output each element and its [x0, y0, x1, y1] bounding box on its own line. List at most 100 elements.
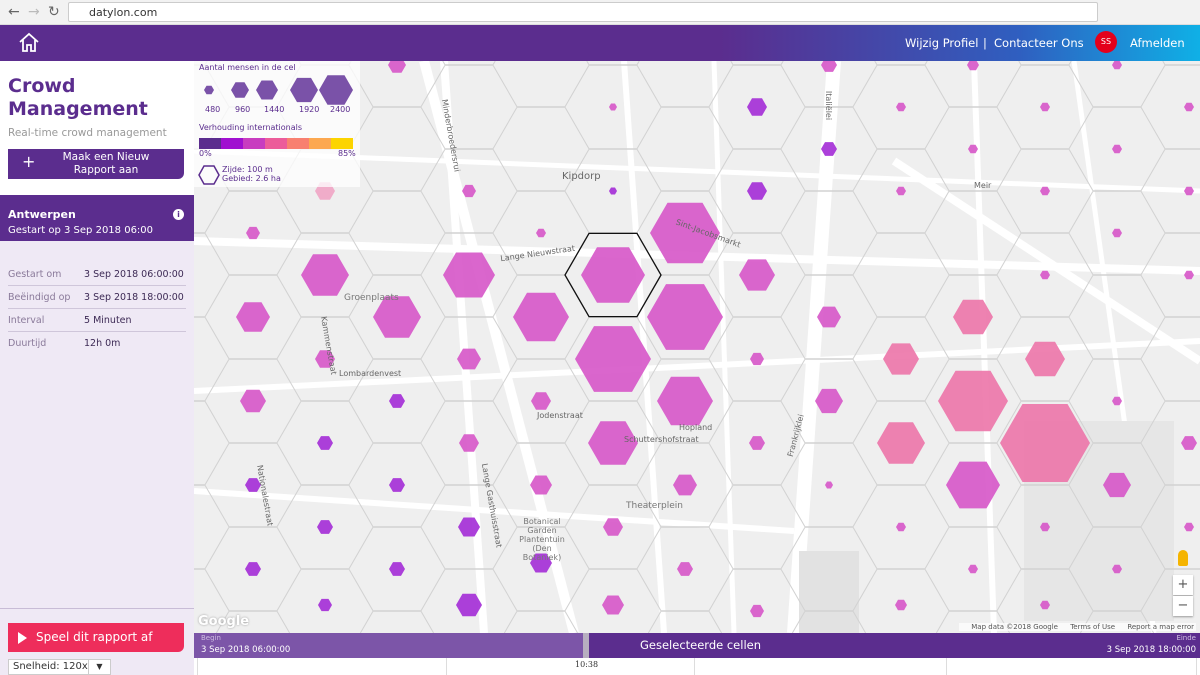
zoom-in-button[interactable]: + [1173, 575, 1193, 595]
timeline-remaining[interactable]: Geselecteerde cellen Einde 3 Sep 2018 18… [589, 633, 1200, 658]
hex-grid-layer[interactable] [194, 61, 1200, 633]
new-report-button[interactable]: + Maak een Nieuw Rapport aan [8, 149, 184, 179]
crowd-cell[interactable] [443, 252, 495, 298]
timeline-handle[interactable] [583, 633, 589, 658]
crowd-cell[interactable] [1112, 396, 1122, 406]
crowd-cell[interactable] [895, 599, 907, 611]
crowd-cell[interactable] [459, 434, 479, 452]
crowd-cell[interactable] [1184, 522, 1194, 532]
street-view-pegman-icon[interactable] [1178, 550, 1188, 566]
chevron-down-icon[interactable]: ▼ [88, 660, 110, 674]
crowd-cell[interactable] [609, 103, 617, 111]
back-icon[interactable]: ← [8, 4, 20, 20]
crowd-cell[interactable] [245, 562, 261, 576]
crowd-cell[interactable] [245, 478, 261, 492]
crowd-cell[interactable] [747, 182, 767, 200]
crowd-cell[interactable] [536, 228, 546, 238]
crowd-cell[interactable] [1000, 404, 1090, 482]
crowd-cell[interactable] [462, 184, 476, 198]
crowd-cell[interactable] [968, 144, 978, 154]
crowd-cell[interactable] [609, 187, 617, 195]
crowd-cell[interactable] [750, 604, 764, 618]
home-icon[interactable] [18, 31, 40, 53]
crowd-cell[interactable] [821, 142, 837, 156]
crowd-cell[interactable] [1040, 522, 1050, 532]
crowd-cell[interactable] [1040, 186, 1050, 196]
crowd-cell[interactable] [318, 598, 332, 612]
crowd-cell[interactable] [1184, 102, 1194, 112]
speed-select[interactable]: Snelheid: 120x ▼ [8, 659, 111, 675]
crowd-cell[interactable] [657, 376, 713, 426]
crowd-cell[interactable] [967, 61, 979, 71]
timeline-bar[interactable]: Begin 3 Sep 2018 06:00:00 Geselecteerde … [194, 633, 1200, 658]
info-icon[interactable]: i [173, 209, 184, 220]
crowd-cell[interactable] [747, 98, 767, 116]
crowd-cell[interactable] [896, 102, 906, 112]
crowd-cell[interactable] [883, 343, 919, 375]
crowd-cell[interactable] [749, 436, 765, 450]
crowd-cell[interactable] [1103, 472, 1131, 498]
timeline-elapsed[interactable]: Begin 3 Sep 2018 06:00:00 [194, 633, 583, 658]
crowd-cell[interactable] [388, 61, 406, 73]
crowd-cell[interactable] [530, 553, 552, 573]
crowd-cell[interactable] [457, 348, 481, 370]
crowd-cell[interactable] [240, 389, 266, 413]
crowd-cell[interactable] [389, 562, 405, 576]
crowd-cell[interactable] [896, 186, 906, 196]
terms-link[interactable]: Terms of Use [1070, 623, 1116, 631]
crowd-cell[interactable] [650, 202, 720, 264]
crowd-cell[interactable] [1112, 564, 1122, 574]
crowd-cell[interactable] [953, 299, 993, 335]
crowd-cell[interactable] [1040, 270, 1050, 280]
crowd-cell[interactable] [739, 259, 775, 291]
reload-icon[interactable]: ↻ [48, 4, 60, 20]
crowd-cell[interactable] [1040, 600, 1050, 610]
crowd-cell[interactable] [236, 302, 270, 332]
forward-icon[interactable]: → [28, 4, 40, 20]
crowd-cell[interactable] [1112, 61, 1122, 70]
crowd-cell[interactable] [315, 350, 335, 368]
zoom-out-button[interactable]: − [1173, 596, 1193, 616]
crowd-cell[interactable] [458, 517, 480, 537]
crowd-cell[interactable] [877, 422, 925, 464]
crowd-cell[interactable] [530, 475, 552, 495]
selected-cell-outline[interactable] [564, 232, 662, 318]
crowd-cell[interactable] [575, 326, 651, 392]
crowd-cell[interactable] [938, 370, 1008, 432]
crowd-cell[interactable] [1112, 228, 1122, 238]
crowd-cell[interactable] [946, 461, 1000, 509]
crowd-cell[interactable] [1040, 102, 1050, 112]
crowd-cell[interactable] [1184, 270, 1194, 280]
contact-link[interactable]: Contacteer Ons [994, 36, 1084, 50]
map[interactable]: Kipdorp Lange Nieuwstraat Sint-Jacobsmar… [194, 61, 1200, 633]
crowd-cell[interactable] [821, 61, 837, 72]
crowd-cell[interactable] [896, 522, 906, 532]
crowd-cell[interactable] [825, 481, 833, 489]
crowd-cell[interactable] [246, 226, 260, 240]
crowd-cell[interactable] [389, 394, 405, 408]
crowd-cell[interactable] [456, 593, 482, 617]
crowd-cell[interactable] [647, 284, 723, 350]
crowd-cell[interactable] [673, 474, 697, 496]
crowd-cell[interactable] [817, 306, 841, 328]
crowd-cell[interactable] [389, 478, 405, 492]
play-report-button[interactable]: Speel dit rapport af [8, 623, 184, 652]
edit-profile-link[interactable]: Wijzig Profiel [905, 36, 979, 50]
crowd-cell[interactable] [603, 518, 623, 536]
crowd-cell[interactable] [1181, 436, 1197, 450]
crowd-cell[interactable] [373, 296, 421, 338]
crowd-cell[interactable] [677, 562, 693, 576]
avatar[interactable]: SS [1095, 31, 1117, 53]
crowd-cell[interactable] [1184, 186, 1194, 196]
crowd-cell[interactable] [581, 247, 645, 303]
crowd-cell[interactable] [588, 421, 638, 465]
crowd-cell[interactable] [301, 254, 349, 296]
crowd-cell[interactable] [968, 564, 978, 574]
crowd-cell[interactable] [317, 436, 333, 450]
crowd-cell[interactable] [1112, 144, 1122, 154]
logout-link[interactable]: Afmelden [1130, 36, 1185, 50]
crowd-cell[interactable] [602, 595, 624, 615]
crowd-cell[interactable] [317, 520, 333, 534]
crowd-cell[interactable] [1025, 341, 1065, 377]
crowd-cell[interactable] [750, 352, 764, 366]
